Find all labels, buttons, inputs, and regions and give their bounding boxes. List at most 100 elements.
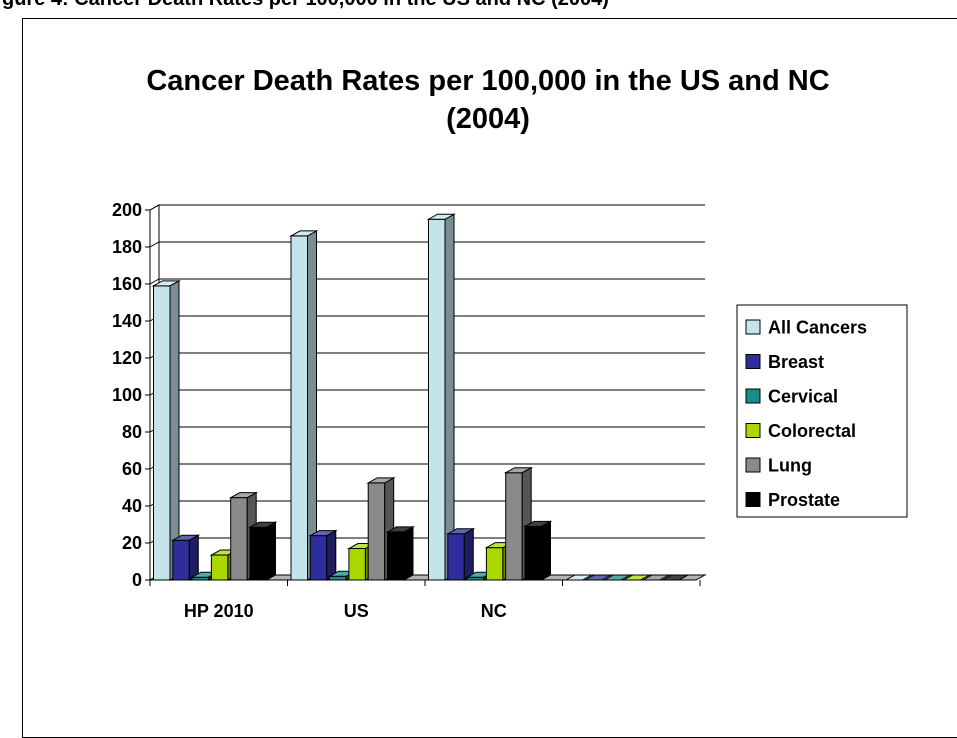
- bar: [564, 574, 594, 581]
- legend-label: Breast: [768, 352, 824, 372]
- y-tick-label: 120: [112, 348, 142, 368]
- bar-top: [660, 574, 690, 581]
- bar-top: [366, 477, 396, 484]
- bar-top: [445, 528, 476, 535]
- bar: [660, 574, 690, 581]
- bar-side: [403, 526, 414, 581]
- y-tick-label: 60: [122, 459, 142, 479]
- chart-title: Cancer Death Rates per 100,000 in the US…: [146, 65, 829, 135]
- y-tick-label: 180: [112, 237, 142, 257]
- x-tick-label: HP 2010: [184, 601, 254, 621]
- bar-side: [266, 521, 276, 581]
- x-tick-label: NC: [481, 601, 507, 621]
- bar-front: [309, 535, 328, 581]
- legend-label: Lung: [768, 456, 812, 476]
- legend-label: Cervical: [768, 387, 838, 407]
- bar-top: [289, 230, 319, 237]
- bar-side: [541, 520, 551, 581]
- chart-title-line: Cancer Death Rates per 100,000 in the US…: [146, 65, 829, 97]
- bar-top: [621, 574, 652, 581]
- bar-top: [308, 530, 338, 537]
- bar-top: [641, 574, 671, 581]
- bar: [621, 574, 652, 581]
- legend-swatch: [745, 354, 761, 369]
- bar: [523, 520, 553, 581]
- gridline: [149, 463, 705, 470]
- bar-top: [151, 280, 181, 287]
- bar: [641, 574, 671, 581]
- bar: [426, 213, 456, 581]
- gridline: [149, 352, 705, 359]
- legend: All Cancers Breast Cervical Colorectal Lung P…: [736, 304, 908, 518]
- bar: [583, 574, 613, 581]
- legend-swatch: [745, 492, 761, 507]
- bar-top: [583, 574, 613, 581]
- y-tick-label: 200: [112, 200, 142, 220]
- bar-side: [169, 280, 180, 581]
- bar-side: [463, 527, 474, 581]
- bar-side: [326, 529, 337, 581]
- gridline: [149, 315, 705, 322]
- y-tick-label: 160: [112, 274, 142, 294]
- bar: [445, 527, 476, 581]
- bar-front: [485, 547, 504, 581]
- bar-top: [248, 521, 278, 528]
- bar-top: [170, 534, 201, 541]
- bar-front: [505, 472, 523, 581]
- bar-front: [153, 285, 171, 581]
- legend-label: Prostate: [768, 490, 840, 510]
- bar-top: [385, 526, 415, 533]
- legend-label: All Cancers: [768, 318, 867, 338]
- bar-front: [329, 575, 347, 581]
- y-tick-label: 80: [122, 422, 142, 442]
- y-tick-label: 140: [112, 311, 142, 331]
- chart-title-line: (2004): [446, 103, 530, 135]
- bar: [385, 526, 415, 581]
- x-tick-label: US: [344, 601, 369, 621]
- bars: [151, 213, 690, 581]
- bar-front: [428, 218, 446, 581]
- gridline: [149, 278, 705, 285]
- bar-front: [249, 526, 267, 581]
- bar-side: [307, 230, 317, 581]
- gridline: [149, 204, 705, 211]
- bar-chart: Cancer Death Rates per 100,000 in the US…: [112, 65, 908, 621]
- gridline: [149, 389, 705, 396]
- gridline: [149, 241, 705, 248]
- bar-top: [564, 574, 594, 581]
- figure-caption: gure 4: Cancer Death Rates per 100,000 i…: [2, 0, 609, 11]
- bar-top: [426, 213, 456, 220]
- gridline: [149, 426, 705, 433]
- bar: [151, 280, 181, 581]
- bar-side: [188, 534, 199, 581]
- bar-front: [172, 539, 190, 581]
- y-tick-label: 40: [122, 496, 142, 516]
- bar-front: [447, 533, 465, 581]
- legend-swatch: [745, 457, 761, 473]
- y-tick-label: 100: [112, 385, 142, 405]
- bar-front: [210, 554, 229, 581]
- bar-side: [444, 213, 455, 581]
- legend-label: Colorectal: [768, 421, 856, 441]
- bar-top: [602, 574, 633, 581]
- bar-front: [290, 235, 308, 581]
- bar-front: [230, 497, 248, 581]
- y-tick-label: 0: [132, 570, 142, 590]
- bar: [289, 230, 319, 581]
- bar-front: [524, 525, 542, 581]
- bar: [308, 529, 338, 581]
- y-tick-label: 20: [122, 533, 142, 553]
- bar-front: [367, 482, 386, 581]
- bar: [170, 534, 201, 581]
- legend-swatch: [745, 423, 761, 438]
- bar-front: [348, 548, 366, 581]
- legend-swatch: [745, 388, 761, 404]
- bar: [602, 574, 633, 581]
- bar-front: [387, 531, 405, 581]
- legend-box: [736, 304, 908, 518]
- x-axis: HP 2010 US NC: [184, 601, 507, 621]
- bar-top: [503, 467, 534, 474]
- bar: [248, 521, 278, 581]
- bar-top: [228, 492, 259, 499]
- legend-swatch: [745, 319, 761, 335]
